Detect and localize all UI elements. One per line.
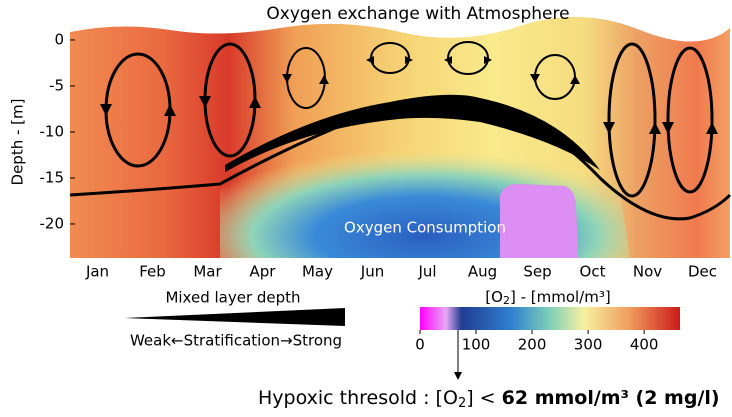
y-tick-label: 0 <box>54 30 64 48</box>
colorbar-tick-label: 200 <box>518 336 547 354</box>
y-tick-label: -10 <box>40 122 65 140</box>
label-part: [O <box>485 288 503 306</box>
hypoxic-note: Hypoxic thresold : [O2] < 62 mmol/m³ (2 … <box>258 387 720 411</box>
x-tick-label: Jun <box>360 263 384 281</box>
x-tick-label: Mar <box>193 263 222 281</box>
hypoxic-region <box>500 184 578 258</box>
colorbar-tick-label: 100 <box>462 336 491 354</box>
note-part: Hypoxic thresold : [O <box>258 387 458 409</box>
stratification-wedge <box>125 308 345 326</box>
arrow-head <box>454 372 462 380</box>
legend-stratification: Weak←Stratification→Strong <box>130 332 342 350</box>
figure: Oxygen Consumption Oxygen exchange with … <box>0 0 732 413</box>
colorbar-tick-label: 400 <box>630 336 659 354</box>
x-tick-label: May <box>302 263 333 281</box>
x-tick-label: Dec <box>688 263 717 281</box>
legend-mixed-layer: Mixed layer depth <box>165 289 300 307</box>
colorbar-tick-label: 300 <box>574 336 603 354</box>
colorbar-tick-label: 0 <box>415 336 425 354</box>
x-tick-label: Nov <box>633 263 662 281</box>
x-tick-label: Aug <box>468 263 497 281</box>
x-tick-label: Jul <box>417 263 436 281</box>
x-tick-label: Sep <box>523 263 551 281</box>
note-bold: 62 mmol/m³ (2 mg/l) <box>502 387 720 409</box>
colorbar <box>420 307 680 330</box>
note-part: ] < <box>466 387 501 409</box>
y-tick-label: -5 <box>49 76 64 94</box>
label-part: ] - [mmol/m³] <box>510 288 611 306</box>
x-tick-label: Feb <box>139 263 166 281</box>
note-sub: 2 <box>458 396 466 411</box>
x-tick-label: Apr <box>250 263 277 281</box>
label-sub: 2 <box>503 294 510 307</box>
y-tick-label: -15 <box>40 168 65 186</box>
page: {"title": "Oxygen exchange with Atmosphe… <box>0 0 732 413</box>
x-tick-label: Oct <box>580 263 606 281</box>
annotation: Oxygen Consumption <box>344 219 506 237</box>
colorbar-label: [O2] - [mmol/m³] <box>485 288 610 308</box>
x-tick-label: Jan <box>85 263 109 281</box>
y-axis-label: Depth - [m] <box>9 99 27 186</box>
chart-title: Oxygen exchange with Atmosphere <box>266 4 569 24</box>
y-tick-label: -20 <box>40 214 65 232</box>
